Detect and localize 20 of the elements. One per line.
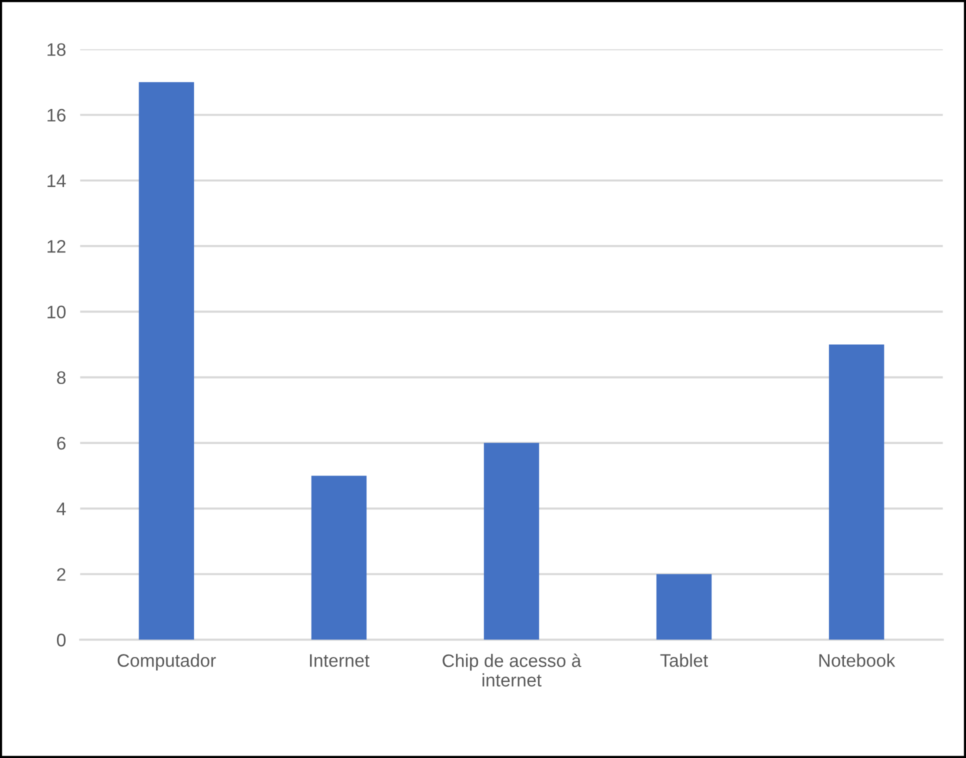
y-tick-label: 12 [48, 240, 66, 253]
y-tick-label: 10 [48, 306, 66, 318]
y-tick-label: 0 [56, 634, 66, 646]
x-tick-label: Tablet [660, 654, 708, 667]
x-tick-label: Chip de acesso à internet [442, 654, 582, 687]
bar [484, 442, 540, 640]
bar [138, 82, 194, 640]
bar [828, 344, 884, 640]
bar [656, 574, 712, 640]
x-tick-label: Notebook [819, 654, 896, 667]
y-tick-label: 8 [57, 371, 66, 384]
y-tick-label: 16 [48, 108, 66, 122]
y-tick-label: 2 [57, 568, 66, 581]
x-tick-label: Computador [118, 654, 216, 670]
y-tick-label: 14 [48, 174, 66, 188]
y-tick-label: 18 [48, 43, 66, 56]
y-tick-label: 4 [56, 502, 66, 516]
bar [311, 476, 367, 640]
x-tick-label: Internet [310, 654, 370, 667]
y-tick-label: 6 [57, 436, 66, 450]
